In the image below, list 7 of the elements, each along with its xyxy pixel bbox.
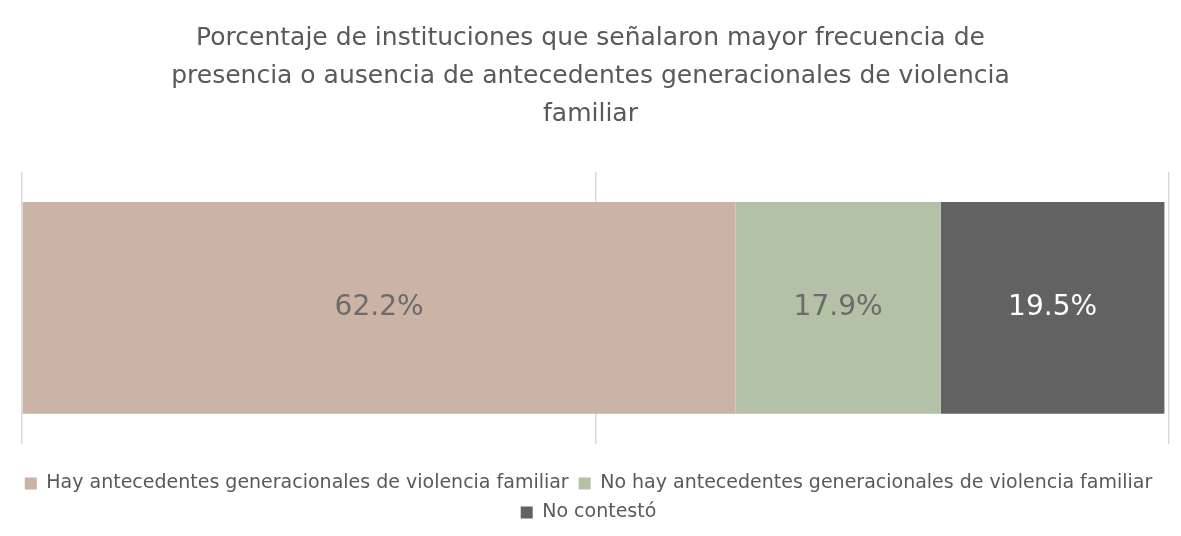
legend-label: No hay antecedentes generacionales de violencia familiar <box>600 470 1153 493</box>
data-label: 19.5% <box>1008 289 1098 323</box>
data-label: 62.2% <box>334 289 424 323</box>
legend-label: Hay antecedentes generacionales de violencia familiar <box>46 470 569 493</box>
legend-label: No contestó <box>542 499 657 522</box>
data-label: 17.9% <box>793 289 883 323</box>
chart-title: Porcentaje de instituciones que señalaron mayor frecuencia de presencia o ausencia de antecedentes generacionales de violencia familiar <box>170 21 1011 129</box>
